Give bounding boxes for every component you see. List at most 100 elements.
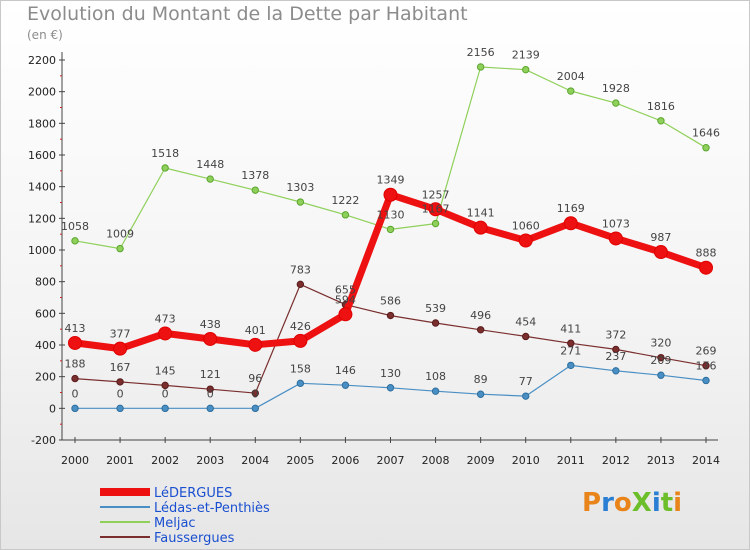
data-point-l-das-et-penthi-s xyxy=(161,404,169,413)
data-point-l-dergues xyxy=(473,220,488,235)
data-point-l-dergues xyxy=(113,341,128,356)
data-point-meljac xyxy=(702,144,710,152)
data-point-faussergues xyxy=(251,389,259,397)
data-label-meljac: 2156 xyxy=(467,46,495,59)
x-tick-label: 2000 xyxy=(61,454,89,467)
data-point-faussergues xyxy=(386,311,395,320)
data-point-faussergues xyxy=(71,374,79,383)
data-point-l-dergues xyxy=(563,216,578,231)
data-point-l-dergues xyxy=(518,233,533,248)
data-point-l-das-et-penthi-s xyxy=(251,404,259,413)
y-tick-label: 800 xyxy=(35,276,56,289)
y-tick-label: 400 xyxy=(35,339,56,352)
x-tick-label: 2014 xyxy=(692,454,720,467)
data-point-meljac xyxy=(116,244,124,253)
y-tick-label: 2000 xyxy=(28,86,56,99)
data-label-faussergues: 655 xyxy=(335,284,356,297)
data-point-l-dergues xyxy=(293,333,308,348)
data-point-faussergues xyxy=(431,319,440,327)
data-point-l-das-et-penthi-s xyxy=(522,392,530,400)
data-label-l-dergues: 1349 xyxy=(377,174,405,187)
data-label-faussergues: 496 xyxy=(470,309,491,322)
y-tick-label: 600 xyxy=(35,307,56,320)
data-label-meljac: 2004 xyxy=(557,70,585,83)
y-tick-label: 2200 xyxy=(28,54,56,67)
y-tick-label: -200 xyxy=(31,434,56,447)
data-label-l-dergues: 987 xyxy=(650,231,671,244)
data-point-l-das-et-penthi-s xyxy=(567,361,575,370)
data-label-l-das-et-penthi-s: 108 xyxy=(425,370,446,383)
legend-label-meljac: Meljac xyxy=(154,516,196,531)
data-point-meljac xyxy=(296,198,305,206)
data-label-l-dergues: 401 xyxy=(245,324,266,337)
logo-glyph: t xyxy=(660,488,674,518)
data-point-meljac xyxy=(567,87,575,95)
data-label-faussergues: 121 xyxy=(200,368,221,381)
x-tick-label: 2009 xyxy=(467,454,495,467)
data-point-faussergues xyxy=(476,326,485,334)
legend-label-l-dergues: LéDERGUES xyxy=(154,486,232,501)
x-tick-label: 2007 xyxy=(377,454,405,467)
data-label-l-dergues: 888 xyxy=(696,247,717,260)
data-point-faussergues xyxy=(612,345,620,354)
data-point-faussergues xyxy=(702,362,710,370)
data-label-meljac: 1009 xyxy=(106,228,134,241)
data-point-meljac xyxy=(476,63,485,71)
data-label-l-dergues: 594 xyxy=(335,293,356,306)
x-tick-label: 2008 xyxy=(422,454,450,467)
logo-glyph: X xyxy=(631,488,652,518)
y-tick-label: 1800 xyxy=(28,117,56,130)
data-label-l-dergues: 377 xyxy=(110,328,131,341)
data-point-meljac xyxy=(206,175,214,183)
data-point-faussergues xyxy=(522,332,530,341)
chart-subtitle: (en €) xyxy=(27,28,63,42)
data-point-faussergues xyxy=(296,280,305,289)
data-point-l-dergues xyxy=(383,187,398,202)
data-point-l-dergues xyxy=(608,231,623,246)
data-point-meljac xyxy=(522,65,530,74)
y-tick-label: 1400 xyxy=(28,181,56,194)
data-label-meljac: 1222 xyxy=(331,194,359,207)
data-label-faussergues: 96 xyxy=(248,372,262,385)
data-label-faussergues: 145 xyxy=(155,364,176,377)
x-tick-label: 2012 xyxy=(602,454,630,467)
logo-glyph: r xyxy=(601,488,614,518)
y-tick-label: 1200 xyxy=(28,212,56,225)
data-label-l-das-et-penthi-s: 271 xyxy=(560,344,581,357)
data-label-faussergues: 783 xyxy=(290,263,311,276)
data-point-meljac xyxy=(657,117,665,125)
data-point-l-dergues xyxy=(68,335,82,350)
data-point-faussergues xyxy=(206,385,214,393)
data-label-faussergues: 539 xyxy=(425,302,446,315)
x-tick-label: 2005 xyxy=(286,454,314,467)
x-tick-label: 2002 xyxy=(151,454,179,467)
data-label-l-das-et-penthi-s: 158 xyxy=(290,362,311,375)
data-label-l-das-et-penthi-s: 146 xyxy=(335,364,356,377)
data-label-l-das-et-penthi-s: 0 xyxy=(117,387,124,400)
data-label-faussergues: 372 xyxy=(605,328,626,341)
data-label-l-das-et-penthi-s: 237 xyxy=(605,350,626,363)
data-label-meljac: 1518 xyxy=(151,147,179,160)
data-label-l-das-et-penthi-s: 89 xyxy=(474,373,488,386)
data-label-meljac: 1378 xyxy=(241,169,269,182)
data-point-meljac xyxy=(431,219,440,228)
x-tick-label: 2001 xyxy=(106,454,134,467)
chart-title: Evolution du Montant de la Dette par Hab… xyxy=(27,3,468,25)
proxiti-logo: ProXiti xyxy=(582,488,682,518)
data-label-faussergues: 167 xyxy=(110,361,131,374)
data-label-l-dergues: 473 xyxy=(155,312,176,325)
data-point-meljac xyxy=(161,164,169,172)
data-label-l-das-et-penthi-s: 77 xyxy=(519,375,533,388)
y-tick-label: 1000 xyxy=(28,244,56,257)
logo-glyph: P xyxy=(582,488,602,518)
data-label-meljac: 1167 xyxy=(422,203,450,216)
data-label-l-dergues: 1169 xyxy=(557,202,585,215)
logo-glyph: o xyxy=(613,488,632,518)
data-label-l-dergues: 426 xyxy=(290,320,311,333)
x-tick-label: 2006 xyxy=(331,454,359,467)
data-label-faussergues: 586 xyxy=(380,295,401,308)
data-label-l-dergues: 438 xyxy=(200,318,221,331)
data-point-l-das-et-penthi-s xyxy=(386,384,395,392)
data-label-faussergues: 188 xyxy=(65,358,86,371)
